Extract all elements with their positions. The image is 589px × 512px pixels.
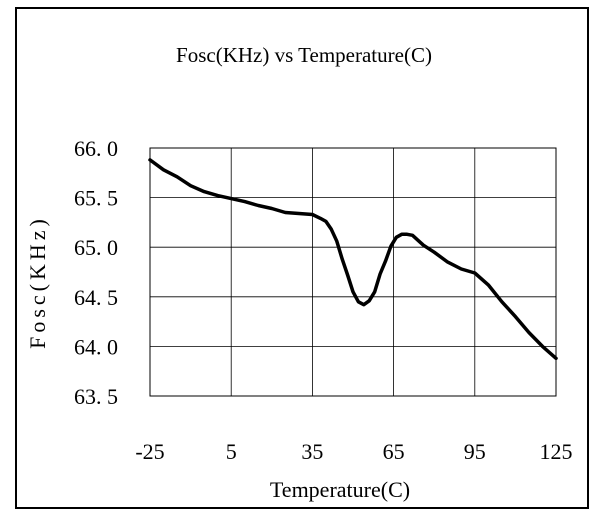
plot-area-frame bbox=[149, 147, 557, 397]
chart-title: Fosc(KHz) vs Temperature(C) bbox=[176, 43, 432, 67]
x-tick-label: 35 bbox=[301, 439, 323, 464]
y-axis-label: Fosc(KHz) bbox=[25, 215, 50, 349]
x-axis-label: Temperature(C) bbox=[270, 477, 410, 502]
x-tick-label: 95 bbox=[464, 439, 486, 464]
y-tick-label: 66. 0 bbox=[74, 136, 118, 161]
y-tick-labels: 66. 0 65. 5 65. 0 64. 5 64. 0 63. 5 bbox=[74, 136, 118, 409]
x-tick-label: 125 bbox=[540, 439, 573, 464]
x-tick-label: 5 bbox=[226, 439, 237, 464]
series-layer bbox=[148, 158, 558, 361]
y-tick-label: 65. 5 bbox=[74, 186, 118, 211]
chart-border bbox=[15, 7, 589, 509]
x-tick-label: -25 bbox=[135, 439, 164, 464]
y-tick-label: 64. 0 bbox=[74, 334, 118, 359]
x-tick-labels: -25 5 35 65 95 125 bbox=[135, 439, 572, 464]
y-tick-label: 64. 5 bbox=[74, 285, 118, 310]
y-tick-label: 63. 5 bbox=[74, 384, 118, 409]
y-tick-label: 65. 0 bbox=[74, 235, 118, 260]
series-line bbox=[148, 158, 558, 361]
x-tick-label: 65 bbox=[383, 439, 405, 464]
